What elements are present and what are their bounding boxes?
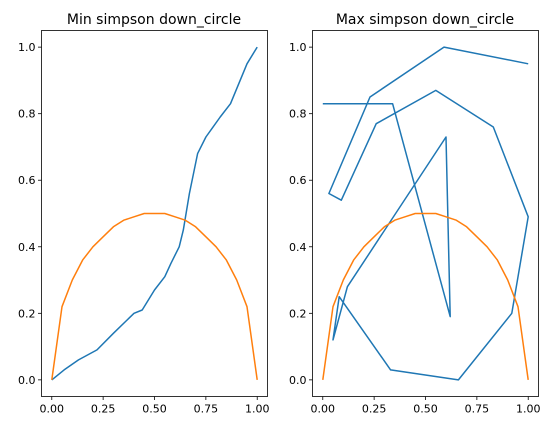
right-y-tick-label: 0.0	[289, 374, 307, 387]
right-x-tick-label: 0.75	[465, 403, 490, 416]
left-y-tick-label: 0.4	[18, 241, 36, 254]
left-subplot-title: Min simpson down_circle	[67, 12, 241, 28]
right-subplot-title: Max simpson down_circle	[336, 12, 514, 28]
left-y-tick-label: 0.2	[18, 307, 36, 320]
left-subplot: Min simpson down_circle 0.00 0.25 0.50 0.75…	[18, 12, 269, 416]
right-y-tick-label: 0.4	[289, 241, 307, 254]
right-x-tick-label: 0.00	[311, 403, 336, 416]
left-x-tick-label: 1.00	[245, 403, 270, 416]
right-axes-frame	[312, 30, 539, 397]
right-y-tick-label: 0.6	[289, 174, 307, 187]
left-y-tick-label: 0.0	[18, 374, 36, 387]
right-y-tick-label: 0.8	[289, 108, 307, 121]
right-y-tick-label: 1.0	[289, 41, 307, 54]
right-series-line-0	[322, 46, 529, 381]
left-series-line-1	[51, 212, 258, 381]
left-y-tick-label: 0.8	[18, 108, 36, 121]
right-x-tick-label: 0.50	[413, 403, 438, 416]
right-series-line-1	[322, 212, 529, 381]
left-axes-frame	[41, 30, 268, 397]
left-y-tick-label: 0.6	[18, 174, 36, 187]
right-x-tick-label: 1.00	[516, 403, 541, 416]
right-subplot: Max simpson down_circle 0.00 0.25 0.50 0.75…	[289, 12, 540, 416]
left-x-tick-label: 0.75	[194, 403, 219, 416]
left-x-tick-label: 0.50	[142, 403, 167, 416]
left-x-tick-label: 0.00	[40, 403, 65, 416]
left-y-tick-label: 1.0	[18, 41, 36, 54]
right-x-tick-label: 0.25	[362, 403, 387, 416]
right-y-tick-label: 0.2	[289, 307, 307, 320]
left-series-line-0	[51, 46, 258, 381]
left-x-tick-label: 0.25	[91, 403, 116, 416]
